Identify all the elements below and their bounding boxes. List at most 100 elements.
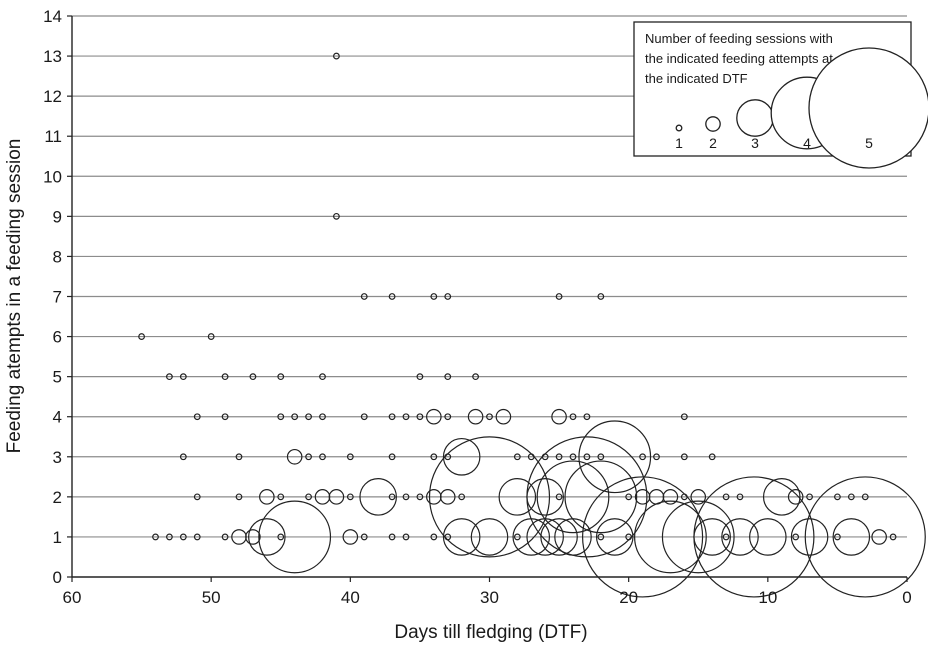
- data-point-95: [861, 493, 869, 501]
- data-point-102: [245, 529, 261, 545]
- data-point-52: [569, 453, 577, 461]
- y-tick-label-10: 10: [43, 167, 62, 186]
- data-point-62: [259, 489, 275, 505]
- data-point-17: [444, 373, 452, 381]
- data-point-79: [536, 460, 610, 534]
- legend-bubble-2: [705, 116, 721, 132]
- data-point-71: [416, 493, 424, 501]
- data-point-132: [834, 533, 841, 541]
- data-point-19: [193, 413, 201, 421]
- data-point-29: [426, 408, 442, 425]
- data-point-24: [319, 413, 326, 421]
- x-tick-label-40: 40: [341, 588, 360, 607]
- data-point-9: [207, 333, 215, 340]
- data-point-121: [625, 533, 633, 541]
- y-tick-label-3: 3: [53, 448, 62, 467]
- y-tick-label-7: 7: [53, 288, 62, 307]
- y-tick-label-9: 9: [53, 207, 62, 226]
- data-point-94: [847, 493, 855, 501]
- data-point-97: [166, 533, 173, 541]
- legend-label-5: 5: [865, 135, 873, 151]
- data-point-2: [360, 293, 368, 300]
- data-point-119: [597, 533, 605, 541]
- data-point-22: [291, 413, 299, 421]
- data-point-30: [444, 413, 452, 421]
- data-points: [138, 52, 926, 598]
- data-point-13: [249, 373, 257, 381]
- axes: [67, 15, 908, 582]
- data-point-14: [277, 373, 285, 381]
- data-point-106: [342, 529, 359, 545]
- data-point-118: [554, 518, 592, 556]
- data-point-130: [792, 533, 800, 541]
- data-point-4: [430, 293, 438, 300]
- data-point-10: [166, 373, 173, 381]
- data-point-80: [526, 436, 648, 558]
- data-point-124: [661, 500, 735, 574]
- x-tick-label-10: 10: [758, 588, 777, 607]
- data-point-136: [889, 533, 897, 541]
- y-tick-label-2: 2: [53, 488, 62, 507]
- legend-label-4: 4: [803, 135, 811, 151]
- data-point-42: [319, 453, 326, 461]
- data-point-15: [319, 373, 326, 381]
- data-point-116: [526, 518, 564, 556]
- data-point-76: [498, 478, 537, 516]
- data-point-92: [806, 493, 813, 501]
- data-point-110: [430, 533, 438, 541]
- data-point-61: [235, 493, 243, 501]
- x-tick-label-50: 50: [202, 588, 221, 607]
- data-point-96: [152, 533, 159, 541]
- data-point-126: [722, 533, 730, 541]
- data-point-114: [513, 533, 521, 541]
- data-point-41: [305, 453, 312, 461]
- data-point-1: [333, 212, 340, 220]
- data-point-134: [804, 476, 926, 598]
- data-point-69: [388, 493, 396, 501]
- legend-title-line-1: Number of feeding sessions with: [645, 31, 833, 46]
- data-point-21: [277, 413, 285, 421]
- data-point-5: [444, 293, 452, 300]
- legend-title-line-2: the indicated feeding attempts at: [645, 51, 833, 66]
- data-point-75: [428, 436, 551, 558]
- x-tick-label-20: 20: [619, 588, 638, 607]
- data-point-89: [736, 493, 744, 501]
- y-tick-label-12: 12: [43, 87, 62, 106]
- data-point-23: [305, 413, 312, 421]
- data-point-91: [787, 489, 804, 505]
- data-point-35: [569, 413, 577, 421]
- data-point-123: [634, 500, 707, 574]
- data-point-78: [555, 493, 563, 501]
- legend: Number of feeding sessions with the indi…: [633, 21, 928, 169]
- data-point-3: [388, 293, 396, 300]
- data-point-26: [388, 413, 396, 421]
- data-point-63: [277, 493, 285, 501]
- data-point-57: [653, 453, 660, 461]
- data-point-100: [221, 533, 229, 541]
- legend-bubble-1: [675, 124, 683, 132]
- data-point-58: [680, 453, 688, 461]
- data-point-64: [305, 493, 312, 501]
- data-point-6: [555, 293, 563, 300]
- data-point-16: [416, 373, 424, 381]
- data-point-111: [444, 533, 452, 541]
- data-point-48: [513, 453, 521, 461]
- data-point-44: [388, 453, 396, 461]
- data-point-67: [346, 493, 354, 501]
- data-point-40: [286, 448, 303, 465]
- x-tick-label-0: 0: [902, 588, 911, 607]
- data-point-127: [721, 518, 759, 556]
- y-tick-label-11: 11: [44, 127, 62, 146]
- y-tick-label-6: 6: [53, 328, 62, 347]
- legend-label-3: 3: [751, 135, 759, 151]
- data-point-117: [540, 518, 578, 556]
- data-point-129: [749, 518, 787, 556]
- data-point-37: [680, 413, 688, 421]
- data-point-36: [583, 413, 591, 421]
- data-point-74: [458, 493, 466, 501]
- legend-label-1: 1: [675, 135, 683, 151]
- data-point-85: [662, 489, 679, 505]
- data-point-54: [597, 453, 605, 461]
